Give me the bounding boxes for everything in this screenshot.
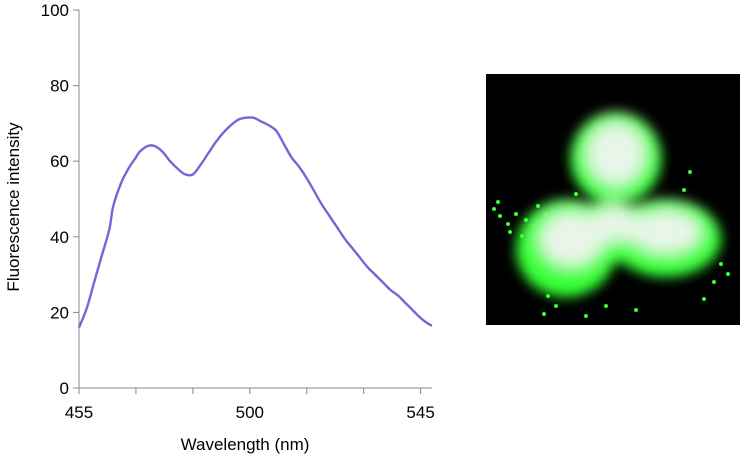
white-core [535,118,706,271]
y-tick-label: 0 [60,379,69,398]
green-speck [574,192,578,196]
fluorescence-series-line [77,116,433,328]
green-speck [498,214,502,218]
fluorescence-photo [486,74,740,325]
plot-area [77,116,433,328]
chart-axes [78,10,432,389]
green-speck [514,212,518,216]
green-speck [520,234,524,238]
green-specks [492,170,730,318]
y-tick-label: 100 [41,1,69,20]
green-speck [702,297,706,301]
x-tick-label: 545 [406,403,434,422]
y-tick-label: 60 [50,152,69,171]
green-speck [544,212,548,216]
y-tick-label: 20 [50,303,69,322]
green-speck [508,230,512,234]
green-speck [492,207,496,211]
y-axis-title: Fluorescence intensity [4,122,23,292]
green-speck [584,314,588,318]
y-ticks: 0 20 40 60 80 100 [41,1,79,398]
green-speck [506,222,510,226]
green-speck [682,188,686,192]
green-speck [554,304,558,308]
green-speck [546,294,550,298]
green-speck [536,204,540,208]
green-speck [496,200,500,204]
y-tick-label: 80 [50,77,69,96]
green-speck [604,304,608,308]
green-speck [542,312,546,316]
green-speck [688,170,692,174]
x-tick-label: 455 [65,403,93,422]
x-ticks: 455 500 545 [65,388,435,422]
green-speck [524,218,528,222]
green-speck [719,262,723,266]
green-speck [726,272,730,276]
x-tick-label: 500 [236,403,264,422]
green-speck [634,308,638,312]
green-speck [532,224,536,228]
green-speck [712,280,716,284]
y-tick-label: 40 [50,228,69,247]
x-axis-title: Wavelength (nm) [181,435,310,454]
